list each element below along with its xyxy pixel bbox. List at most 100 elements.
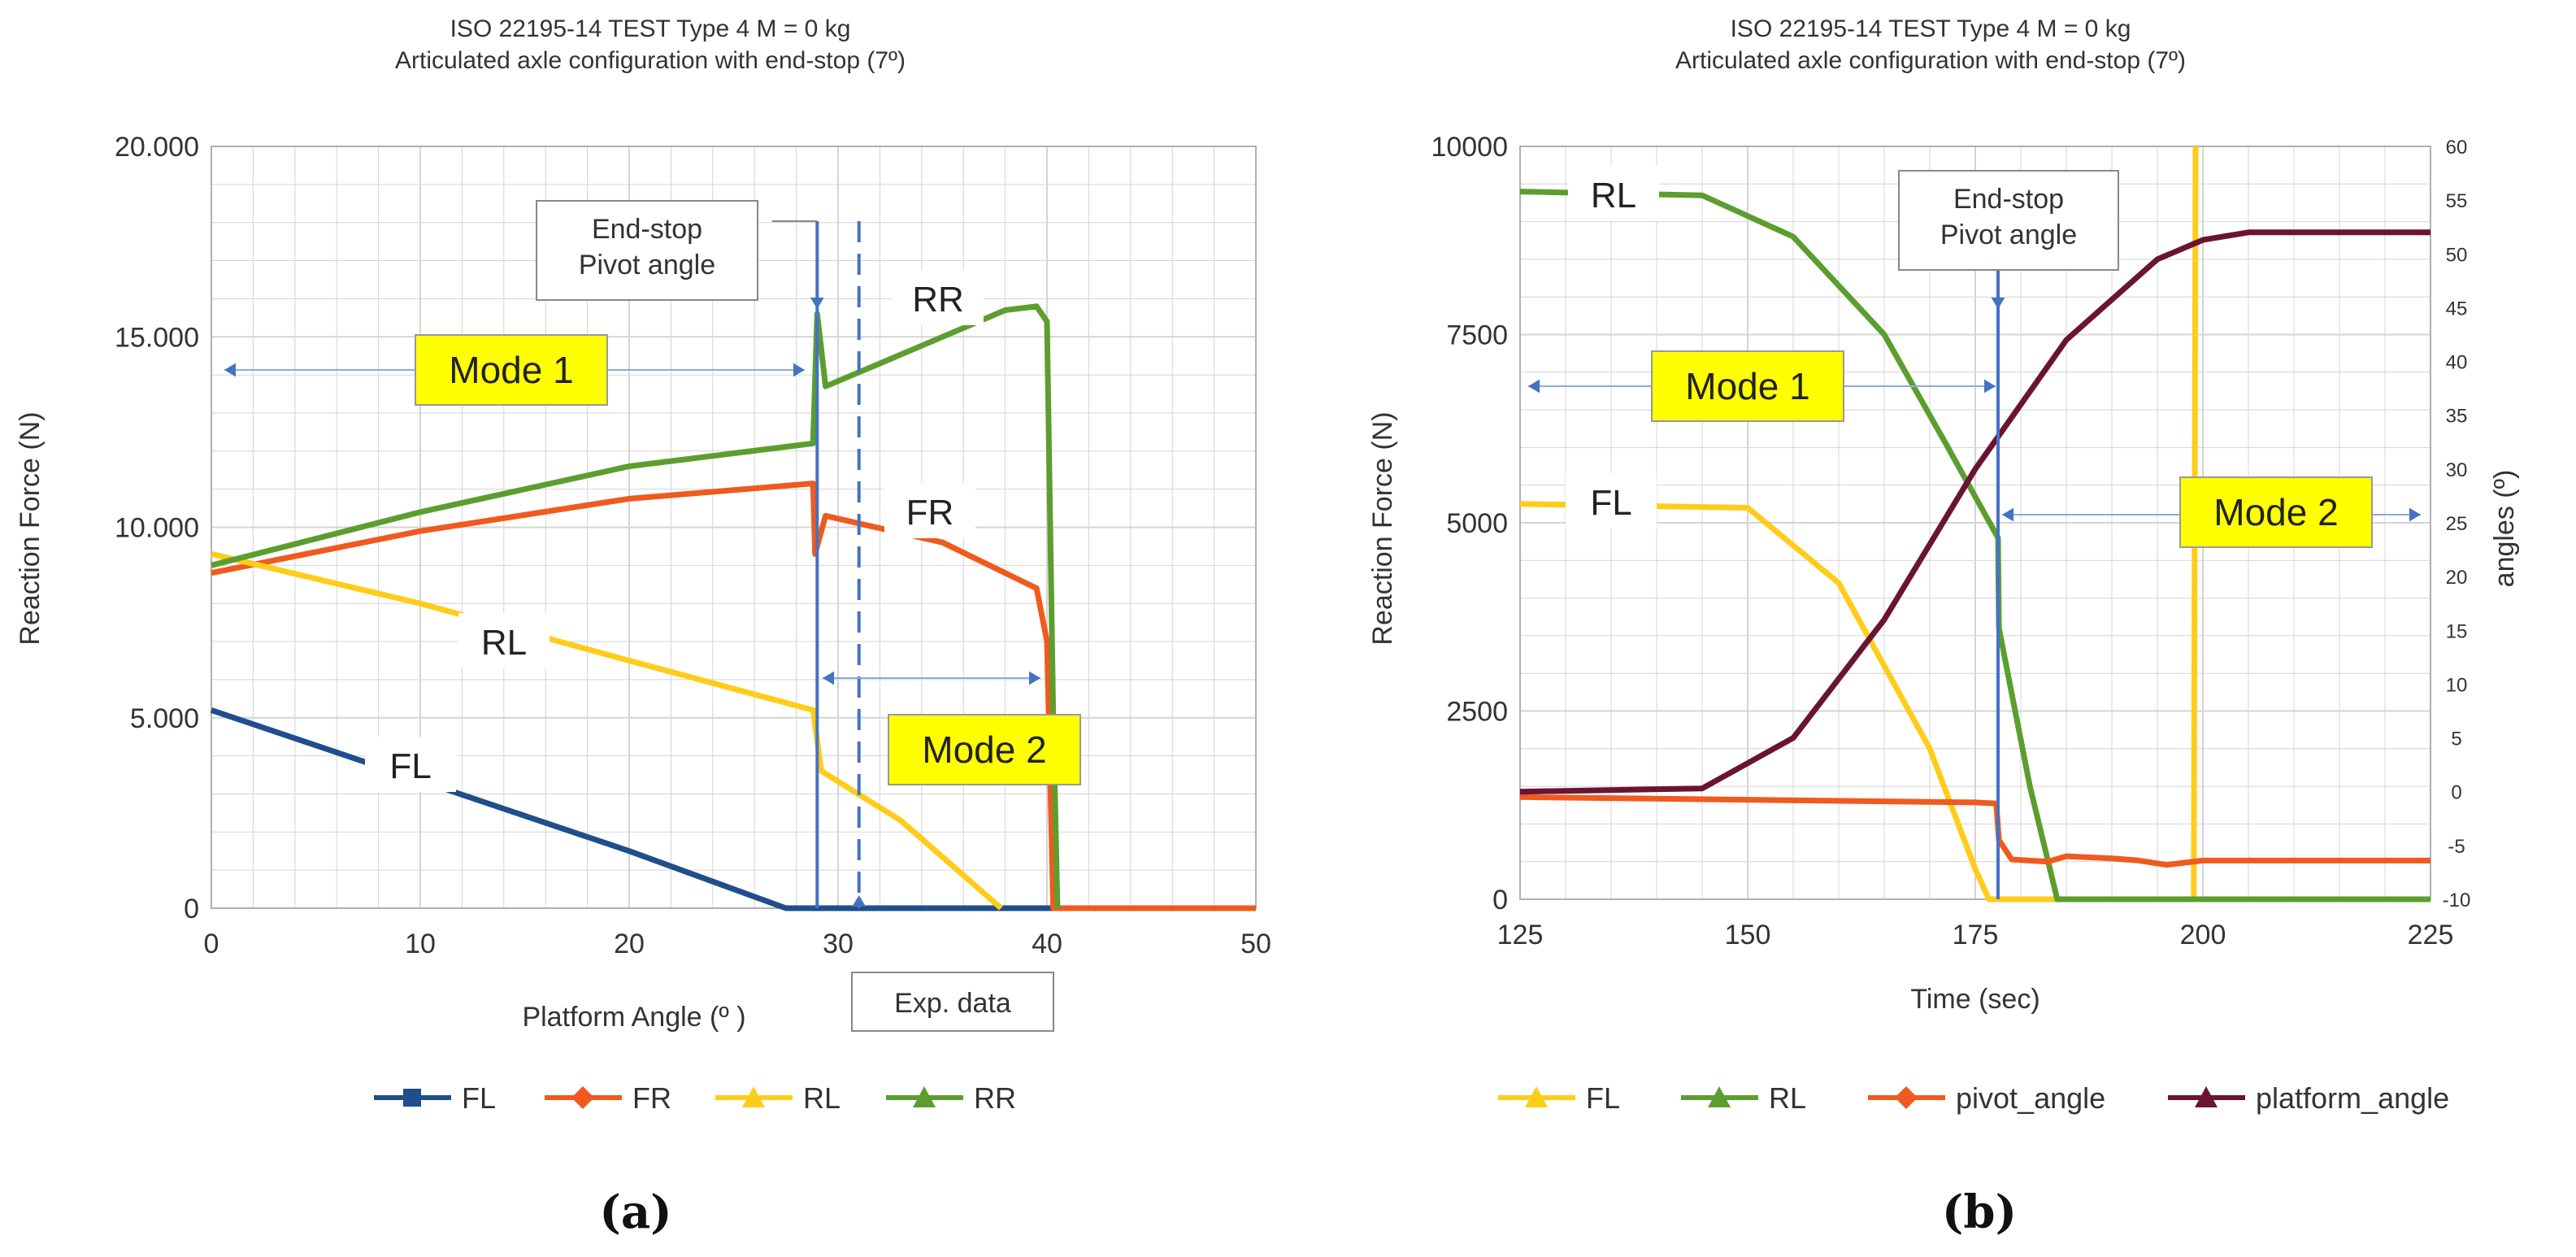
chart-b-ytick-label: 0	[1492, 885, 1508, 916]
chart-a-curve-label-rl: RL	[481, 623, 527, 663]
chart-a-mode1-arrow-head-right	[793, 363, 805, 377]
chart-a-endstop-annotation-box	[536, 200, 758, 301]
chart-b-subtitle: Articulated axle configuration with end-…	[1675, 47, 2186, 74]
chart-a-xtick-label: 20	[614, 929, 645, 959]
chart-b-endstop-arrow-head	[1991, 298, 2005, 309]
chart-b-xlabel: Time (sec)	[1910, 984, 2040, 1015]
chart-b-xtick-label: 125	[1497, 920, 1544, 950]
chart-b-mode2-box	[2179, 476, 2373, 548]
chart-b-y2tick-label: -5	[2448, 836, 2465, 858]
chart-a-legend-fr-label: FR	[632, 1081, 671, 1115]
chart-b-curve-label-rl-bg	[1568, 166, 1659, 221]
chart-b-curve-label-rl: RL	[1591, 176, 1636, 215]
chart-b-ytick-label: 5000	[1446, 508, 1508, 539]
chart-b-xtick-label: 225	[2408, 920, 2454, 950]
chart-b-y2tick-label: -10	[2443, 889, 2471, 911]
chart-a-curve-label-rr-bg	[893, 270, 984, 325]
chart-a-ytick-label: 15.000	[115, 322, 199, 353]
chart-b-xtick-label: 200	[2180, 920, 2226, 950]
chart-b-y2tick-label: 5	[2451, 729, 2461, 750]
chart-a-ytick-label: 20.000	[115, 132, 199, 163]
chart-a-curve-label-rr: RR	[912, 280, 964, 320]
chart-a-xtick-label: 50	[1240, 929, 1271, 959]
chart-b-legend-platform-angle-marker	[2195, 1086, 2218, 1107]
chart-a-expdata-arrow-head	[852, 895, 867, 907]
chart-b-series-RL-line	[1519, 189, 2430, 903]
chart-a-ylabel: Reaction Force (N)	[15, 411, 46, 645]
chart-b-y2tick-label: 10	[2446, 674, 2468, 696]
chart-b-panel-label: (b)	[1942, 1185, 2017, 1239]
chart-b-legend-RL-label: RL	[1769, 1081, 1806, 1115]
chart-a-title: ISO 22195-14 TEST Type 4 M = 0 kg	[450, 15, 851, 42]
chart-a-series-fr-line	[211, 481, 1256, 911]
chart-b-mode1-arrow-head-left	[1528, 379, 1540, 394]
chart-b-legend-pivot-angle-marker	[1895, 1086, 1918, 1109]
chart-a-mode2-arrow-head-right	[1029, 671, 1040, 685]
chart-b-y2tick-label: 40	[2446, 352, 2468, 374]
chart-a-legend-fl-marker	[403, 1089, 421, 1107]
chart-a-ytick-label: 0	[184, 894, 199, 924]
chart-a-endstop-arrow-head	[810, 298, 824, 309]
chart-b-plot-frame	[1519, 146, 2431, 900]
chart-b-endstop-annotation-line: Pivot angle	[1940, 220, 2077, 250]
chart-a-legend-rr-marker	[913, 1086, 936, 1107]
chart-b-y2tick-label: 60	[2446, 137, 2468, 159]
chart-a-mode1-box	[415, 334, 608, 406]
chart-b-legend-pivot-angle-label: pivot_angle	[1956, 1081, 2105, 1115]
chart-a-mode2-label: Mode 2	[922, 729, 1046, 771]
chart-b-curve-label-fl: FL	[1590, 483, 1631, 523]
chart-a-legend-fr-marker	[571, 1086, 594, 1109]
chart-b-mode1-label: Mode 1	[1685, 365, 1809, 407]
chart-a-mode1-arrow-head-left	[224, 363, 236, 377]
chart-a-curve-label-rl-bg	[458, 613, 550, 668]
chart-b-xtick-label: 175	[1953, 920, 1999, 950]
chart-a-xlabel: Platform Angle (º )	[522, 1002, 745, 1033]
chart-b-ytick-label: 2500	[1446, 697, 1508, 728]
chart-b-legend-RL-marker	[1708, 1086, 1731, 1107]
chart-a-xtick-label: 10	[405, 929, 436, 959]
chart-b-endstop-annotation-line: End-stop	[1953, 184, 2064, 215]
chart-b-y2tick-label: 0	[2451, 782, 2461, 804]
chart-b-y2tick-label: 15	[2446, 620, 2468, 642]
chart-b-title: ISO 22195-14 TEST Type 4 M = 0 kg	[1731, 15, 2131, 42]
chart-b-y2tick-label: 30	[2446, 459, 2468, 481]
chart-a-legend-rl-label: RL	[803, 1081, 841, 1115]
chart-b-ylabel: Reaction Force (N)	[1367, 411, 1398, 645]
chart-a-curve-label-fr: FR	[906, 493, 954, 533]
chart-b-xtick-label: 150	[1725, 920, 1771, 950]
chart-b-y2tick-label: 45	[2446, 298, 2468, 320]
chart-a-xtick-label: 30	[823, 929, 854, 959]
chart-b-legend-FL-label: FL	[1586, 1081, 1620, 1115]
chart-b-ytick-label: 10000	[1431, 132, 1508, 163]
chart-a-ytick-label: 10.000	[115, 513, 199, 544]
chart-a-curve-label-fl: FL	[389, 746, 431, 786]
chart-a-legend-rl-marker	[742, 1086, 765, 1107]
chart-a-series-rr-line	[211, 303, 1061, 909]
chart-a-series-fl-line	[210, 707, 1256, 911]
chart-b-series-pivot-angle-line	[1519, 794, 2430, 868]
chart-a-ytick-label: 5.000	[130, 703, 199, 734]
chart-b-legend-FL-marker	[1525, 1086, 1548, 1107]
chart-b-mode1-box	[1651, 350, 1844, 422]
chart-a-curve-label-fl-bg	[365, 737, 456, 792]
chart-a-subtitle: Articulated axle configuration with end-…	[395, 47, 906, 74]
chart-b-curve-label-fl-bg	[1566, 473, 1657, 528]
chart-b-y2tick-label: 35	[2446, 406, 2468, 428]
chart-a-xtick-label: 40	[1032, 929, 1062, 959]
chart-a-xtick-label: 0	[204, 929, 219, 959]
chart-a-expdata-box	[851, 972, 1054, 1032]
chart-b-y2tick-label: 50	[2446, 244, 2468, 266]
chart-a-expdata-label: Exp. data	[894, 988, 1011, 1019]
chart-a-plot-frame	[211, 146, 1257, 909]
chart-b-mode2-arrow-head-left	[2002, 507, 2013, 522]
chart-b-mode2-arrow-head-right	[2409, 507, 2421, 522]
chart-a-mode2-arrow-head-left	[823, 671, 834, 685]
chart-b-y2tick-label: 25	[2446, 513, 2468, 535]
chart-b-mode1-arrow-head-right	[1984, 379, 1996, 394]
chart-b-y2label: angles (º)	[2489, 470, 2520, 588]
chart-a-mode2-box	[888, 714, 1081, 785]
chart-a-legend-fl-label: FL	[462, 1081, 496, 1115]
chart-b-mode2-label: Mode 2	[2213, 491, 2338, 533]
chart-b-y2tick-label: 55	[2446, 190, 2468, 212]
chart-b-legend-platform-angle-label: platform_angle	[2256, 1081, 2449, 1115]
